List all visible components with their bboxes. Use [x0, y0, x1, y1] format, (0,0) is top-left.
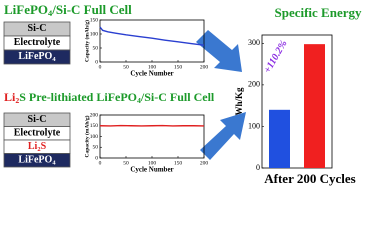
x-tick-label: 0 — [99, 160, 102, 166]
y-tick-label: 0 — [95, 155, 98, 161]
text-part: Electrolyte — [14, 37, 61, 48]
y-tick-label: 200 — [248, 80, 260, 89]
y-tick-label: 100 — [248, 121, 260, 130]
layer-label: Si-C — [28, 114, 47, 125]
layer-label: LiFePO4 — [18, 51, 56, 63]
y-axis-label: Capacity (mAh/g) — [83, 20, 90, 62]
layer — [3, 153, 71, 168]
y-tick-label: 50 — [93, 45, 99, 51]
panel-title: LiFePO4/Si-C Full Cell — [4, 2, 132, 18]
y-tick-label: 200 — [90, 112, 99, 118]
layer-label: Electrolyte — [14, 128, 61, 139]
arrow — [200, 112, 246, 160]
x-tick-label: 100 — [148, 64, 157, 70]
y-tick-label: 0 — [256, 163, 260, 172]
annotation: +110.2% — [262, 39, 290, 76]
arrow — [196, 30, 242, 72]
y-tick-label: 100 — [90, 134, 99, 140]
text-part: Li — [28, 141, 38, 152]
subscript: 2 — [15, 96, 19, 105]
layer-label: Electrolyte — [14, 37, 61, 48]
y-tick-label: 300 — [248, 38, 260, 47]
x-tick-label: 200 — [200, 64, 209, 70]
footer: After 200 Cycles — [264, 171, 355, 186]
text-part: S Pre-lithiated LiFePO — [19, 90, 137, 104]
x-tick-label: 0 — [99, 64, 102, 70]
bar — [304, 44, 325, 168]
data-line — [99, 26, 205, 46]
subscript: 2 — [37, 146, 40, 153]
text-part: LiFePO — [18, 155, 52, 166]
text-part: LiFePO — [4, 2, 48, 17]
layer-label: LiFePO4 — [18, 155, 56, 167]
y-axis-label: Wh/Kg — [234, 87, 244, 116]
x-tick-label: 200 — [200, 160, 209, 166]
text-part: LiFePO — [18, 51, 52, 62]
subscript: 4 — [48, 8, 53, 18]
plot-frame — [99, 19, 205, 63]
bar — [269, 109, 290, 168]
text-part: S — [41, 141, 47, 152]
x-tick-label: 50 — [123, 64, 129, 70]
text-part: /Si-C Full Cell — [140, 90, 215, 104]
subscript: 4 — [137, 96, 141, 105]
plot-frame — [99, 114, 205, 159]
x-tick-label: 150 — [174, 160, 183, 166]
text-part: Electrolyte — [14, 128, 61, 139]
y-tick-label: 150 — [90, 17, 99, 23]
plot-frame — [261, 34, 333, 169]
x-tick-label: 50 — [123, 160, 129, 166]
panel-title: Li2S Pre-lithiated LiFePO4/Si-C Full Cel… — [4, 90, 215, 105]
text-part: Si-C — [28, 23, 47, 34]
y-tick-label: 100 — [90, 31, 99, 37]
y-axis-label: Capacity (mAh/g) — [83, 115, 90, 157]
layer-label: Li2S — [28, 141, 47, 153]
x-axis-label: Cycle Number — [130, 166, 173, 174]
y-tick-label: 0 — [95, 59, 98, 65]
text-part: Si-C — [28, 114, 47, 125]
subscript: 4 — [52, 56, 56, 63]
layer-label: Si-C — [28, 23, 47, 34]
text-part: Li — [4, 90, 16, 104]
x-tick-label: 100 — [148, 160, 157, 166]
layer — [3, 49, 71, 65]
panel-title: Specific Energy — [274, 5, 362, 20]
subscript: 4 — [52, 160, 56, 167]
x-tick-label: 150 — [174, 64, 183, 70]
y-tick-label: 150 — [90, 123, 99, 129]
x-axis-label: Cycle Number — [130, 70, 173, 78]
y-tick-label: 50 — [93, 145, 99, 151]
text-part: /Si-C Full Cell — [51, 2, 132, 17]
